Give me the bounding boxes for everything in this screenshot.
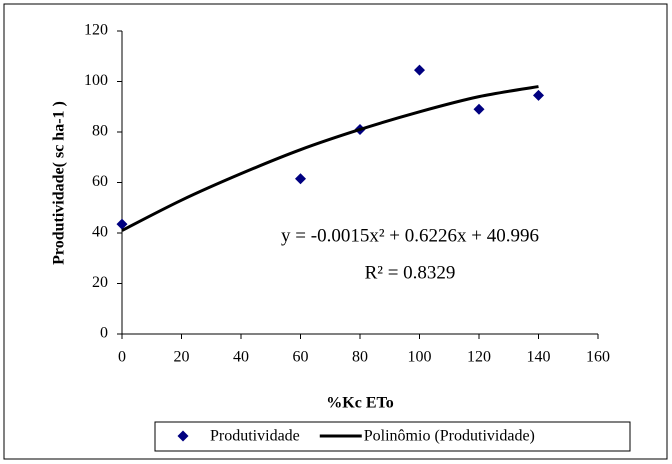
- y-tick-label: 80: [92, 123, 108, 140]
- x-tick-label: 160: [586, 349, 610, 366]
- x-tick-label: 20: [174, 349, 190, 366]
- trend-line: [121, 85, 539, 232]
- r-squared: R² = 0.8329: [365, 262, 456, 283]
- y-tick-label: 100: [84, 72, 108, 89]
- x-tick-label: 140: [527, 349, 551, 366]
- x-tick-label: 80: [352, 349, 368, 366]
- data-point: [473, 103, 485, 115]
- x-tick-label: 120: [467, 349, 491, 366]
- y-tick-label: 120: [84, 22, 108, 39]
- chart-frame: [3, 3, 668, 460]
- legend-box: [154, 421, 631, 452]
- x-tick-label: 60: [293, 349, 309, 366]
- y-tick-label: 0: [100, 325, 108, 342]
- trend-equation: y = -0.0015x² + 0.6226x + 40.996: [281, 225, 539, 246]
- y-axis-title: Produtividade( sc ha-1 ): [51, 101, 68, 265]
- y-tick-label: 20: [92, 274, 108, 291]
- legend-label: Produtividade: [210, 428, 300, 445]
- data-point: [533, 89, 544, 101]
- x-tick-label: 0: [118, 349, 126, 366]
- legend-label: Polinômio (Produtividade): [364, 428, 535, 445]
- y-tick-label: 40: [92, 224, 108, 241]
- data-point: [414, 64, 425, 76]
- legend-marker: [177, 430, 189, 442]
- x-axis-title: %Kc ETo: [326, 395, 393, 412]
- data-point: [295, 173, 306, 185]
- y-tick-label: 60: [92, 173, 108, 190]
- x-tick-label: 100: [408, 349, 432, 366]
- data-point: [116, 218, 128, 230]
- x-tick-label: 40: [233, 349, 249, 366]
